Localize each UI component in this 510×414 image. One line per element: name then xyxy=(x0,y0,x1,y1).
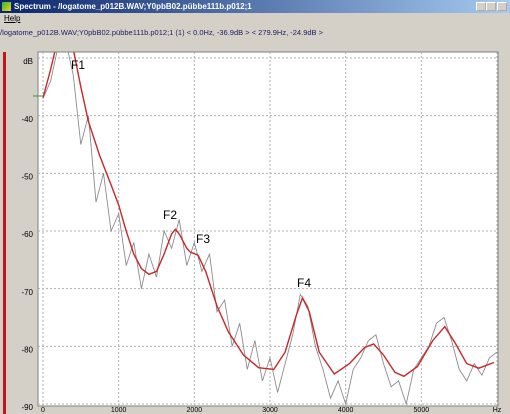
menu-item[interactable]: Help xyxy=(4,14,21,23)
y-tick-label: -90 xyxy=(21,403,33,412)
y-tick-label: -60 xyxy=(21,230,33,239)
y-tick-label: -40 xyxy=(21,115,33,124)
maximize-button[interactable] xyxy=(486,2,496,11)
formant-label: F2 xyxy=(163,208,177,222)
info-bar: /logatome_p012B.WAV;Y0pbB02.pübbe111b.p0… xyxy=(0,28,323,37)
plot-area xyxy=(37,51,499,407)
y-tick-label: -70 xyxy=(21,288,33,297)
window-title: Spectrum - /logatome_p012B.WAV;Y0pbB02.p… xyxy=(14,2,252,11)
left-marker xyxy=(3,52,6,414)
formant-label: F1 xyxy=(71,58,85,72)
y-tick-label: -50 xyxy=(21,172,33,181)
minimize-button[interactable] xyxy=(476,2,486,11)
app-icon xyxy=(2,2,11,11)
close-button[interactable] xyxy=(497,2,507,11)
plot-series xyxy=(42,52,498,406)
x-tick-label: 1000 xyxy=(111,407,127,414)
x-tick-label: Hz xyxy=(493,407,502,414)
series-line xyxy=(42,52,498,406)
series-line xyxy=(42,52,495,378)
x-tick-label: 2000 xyxy=(187,407,203,414)
formant-label: F3 xyxy=(196,232,210,246)
x-tick-label: 3000 xyxy=(262,407,278,414)
x-tick-label: 4000 xyxy=(338,407,354,414)
x-tick-label: 0 xyxy=(41,407,45,414)
formant-label: F4 xyxy=(297,276,311,290)
menu-bar: Help xyxy=(0,13,510,25)
y-tick-label: dB xyxy=(23,57,33,66)
y-tick-label: -80 xyxy=(21,345,33,354)
title-bar: Spectrum - /logatome_p012B.WAV;Y0pbB02.p… xyxy=(0,0,510,13)
x-tick-label: 5000 xyxy=(414,407,430,414)
